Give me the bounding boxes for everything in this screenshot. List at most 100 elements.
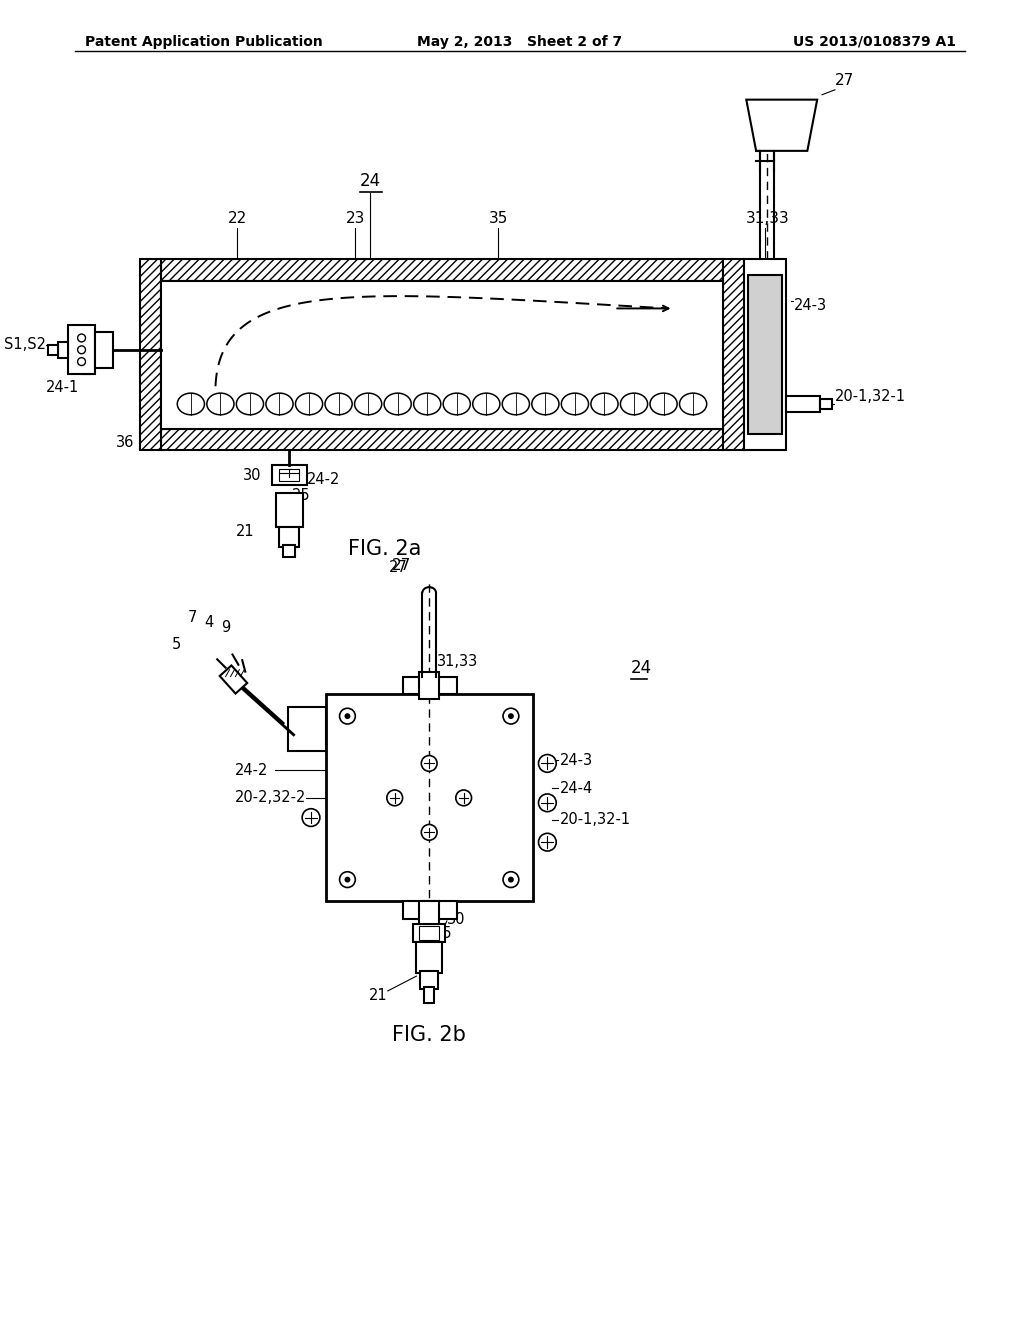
Text: 24: 24	[359, 172, 381, 190]
Text: 22: 22	[227, 211, 247, 226]
Text: FIG. 2a: FIG. 2a	[348, 539, 422, 558]
Bar	[284, 545, 295, 557]
Text: 24-4: 24-4	[560, 780, 594, 796]
Circle shape	[421, 825, 437, 841]
Text: Patent Application Publication: Patent Application Publication	[85, 34, 323, 49]
Circle shape	[539, 755, 556, 772]
Ellipse shape	[621, 393, 647, 414]
Circle shape	[503, 709, 519, 723]
Circle shape	[387, 789, 402, 805]
Text: US 2013/0108379 A1: US 2013/0108379 A1	[793, 34, 956, 49]
Circle shape	[340, 709, 355, 723]
Bar	[95, 333, 113, 367]
Bar	[749, 275, 781, 434]
Text: 20-1,32-1: 20-1,32-1	[560, 812, 631, 828]
Circle shape	[302, 809, 319, 826]
Ellipse shape	[384, 393, 412, 414]
Circle shape	[78, 358, 85, 366]
Ellipse shape	[266, 393, 293, 414]
Bar	[280, 527, 299, 546]
Circle shape	[508, 713, 514, 719]
Text: 5: 5	[172, 638, 181, 652]
Text: 24: 24	[631, 659, 652, 677]
Bar	[275, 492, 303, 527]
Circle shape	[539, 793, 556, 812]
Ellipse shape	[531, 393, 559, 414]
Bar	[162, 429, 723, 450]
Bar	[139, 259, 162, 450]
Circle shape	[456, 789, 471, 805]
Ellipse shape	[650, 393, 677, 414]
Bar	[746, 434, 783, 449]
Ellipse shape	[473, 393, 500, 414]
Circle shape	[78, 334, 85, 342]
Text: May 2, 2013   Sheet 2 of 7: May 2, 2013 Sheet 2 of 7	[417, 34, 623, 49]
Bar	[414, 924, 445, 941]
Polygon shape	[746, 99, 817, 150]
Text: 31,33: 31,33	[437, 653, 478, 669]
Bar	[68, 325, 95, 375]
Ellipse shape	[296, 393, 323, 414]
Text: 35: 35	[488, 211, 508, 226]
Ellipse shape	[325, 393, 352, 414]
Text: 9: 9	[221, 620, 230, 635]
Bar	[220, 665, 247, 693]
Bar	[402, 902, 457, 919]
Ellipse shape	[443, 393, 470, 414]
Text: 21: 21	[370, 989, 388, 1003]
Bar	[58, 342, 68, 358]
Text: 31,33: 31,33	[746, 211, 791, 226]
Circle shape	[344, 713, 350, 719]
Bar	[417, 941, 442, 973]
Text: S1,S2: S1,S2	[4, 338, 46, 352]
Bar	[162, 259, 723, 281]
Ellipse shape	[680, 393, 707, 414]
Ellipse shape	[561, 393, 589, 414]
Ellipse shape	[354, 393, 382, 414]
Ellipse shape	[207, 393, 234, 414]
Bar	[424, 987, 434, 1003]
Text: 4: 4	[204, 615, 213, 630]
Text: 23: 23	[346, 211, 365, 226]
Text: 30: 30	[244, 469, 262, 483]
Text: 20-2,32-2: 20-2,32-2	[236, 791, 306, 805]
Circle shape	[503, 871, 519, 887]
Ellipse shape	[591, 393, 618, 414]
Bar	[820, 399, 831, 409]
Text: 27: 27	[389, 560, 408, 576]
Bar	[162, 281, 723, 429]
Bar	[746, 261, 783, 275]
Text: FIG. 2b: FIG. 2b	[392, 1026, 466, 1045]
Text: 27: 27	[835, 73, 854, 88]
Bar	[723, 259, 744, 450]
Text: 24-3: 24-3	[794, 298, 826, 313]
Text: 30: 30	[446, 912, 466, 927]
Text: 24-2: 24-2	[236, 763, 268, 777]
Text: 27: 27	[392, 558, 412, 573]
Ellipse shape	[237, 393, 263, 414]
Bar	[785, 396, 820, 412]
Text: 7: 7	[187, 610, 197, 626]
Bar	[402, 677, 457, 694]
Text: 24-1: 24-1	[46, 380, 79, 395]
Ellipse shape	[414, 393, 440, 414]
Bar	[420, 972, 438, 989]
Bar	[326, 694, 532, 902]
Bar	[48, 345, 58, 355]
Circle shape	[78, 346, 85, 354]
Circle shape	[539, 833, 556, 851]
Text: 25: 25	[434, 927, 453, 941]
Text: 25: 25	[292, 487, 311, 503]
Circle shape	[508, 876, 514, 883]
Circle shape	[421, 755, 437, 771]
Text: 24-3: 24-3	[560, 752, 593, 768]
Text: 24-2: 24-2	[307, 473, 340, 487]
Ellipse shape	[177, 393, 205, 414]
Text: 20-1,32-1: 20-1,32-1	[835, 388, 906, 404]
Circle shape	[340, 871, 355, 887]
Bar	[744, 259, 785, 450]
Text: 36: 36	[117, 434, 135, 450]
Circle shape	[344, 876, 350, 883]
Ellipse shape	[502, 393, 529, 414]
Bar	[420, 672, 439, 700]
